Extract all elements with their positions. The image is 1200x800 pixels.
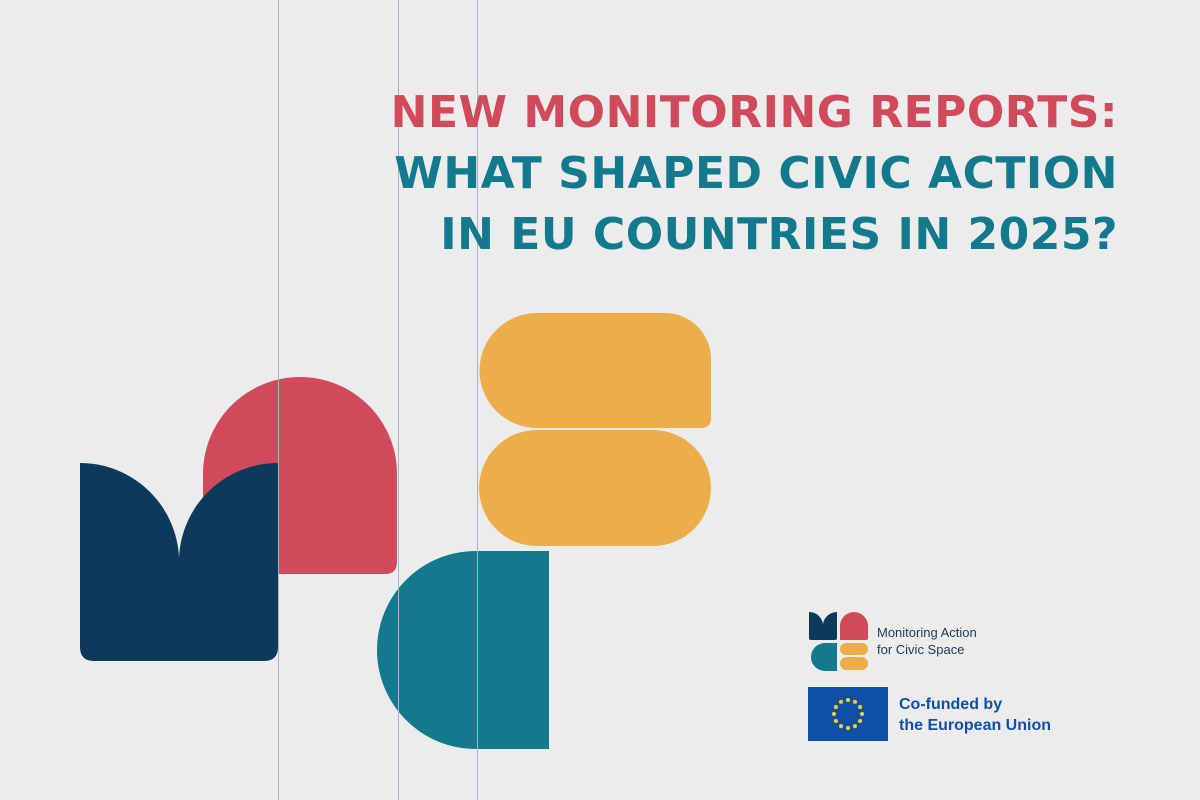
logo-text-line-1: Monitoring Action <box>877 625 977 640</box>
teal-d-shape <box>377 551 549 749</box>
logo-text: Monitoring Action for Civic Space <box>877 624 977 658</box>
vertical-line <box>278 0 279 800</box>
yellow-top-shape <box>479 313 711 428</box>
headline-line-1: NEW MONITORING REPORTS: <box>390 87 1118 138</box>
eu-text-line-2: the European Union <box>899 717 1051 734</box>
navy-m-shape <box>80 462 278 661</box>
logo-text-line-2: for Civic Space <box>877 642 965 657</box>
eu-flag-icon <box>808 687 888 741</box>
headline: NEW MONITORING REPORTS: WHAT SHAPED CIVI… <box>391 82 1118 265</box>
eu-cofunded-text: Co-funded by the European Union <box>899 694 1051 736</box>
macs-logo-icon <box>809 611 868 671</box>
yellow-bottom-shape <box>479 430 711 546</box>
eu-text-line-1: Co-funded by <box>899 696 1003 713</box>
headline-line-2: WHAT SHAPED CIVIC ACTION <box>394 148 1118 199</box>
vertical-line <box>477 0 478 800</box>
vertical-line <box>398 0 399 800</box>
headline-line-3: IN EU COUNTRIES IN 2025? <box>440 209 1118 260</box>
